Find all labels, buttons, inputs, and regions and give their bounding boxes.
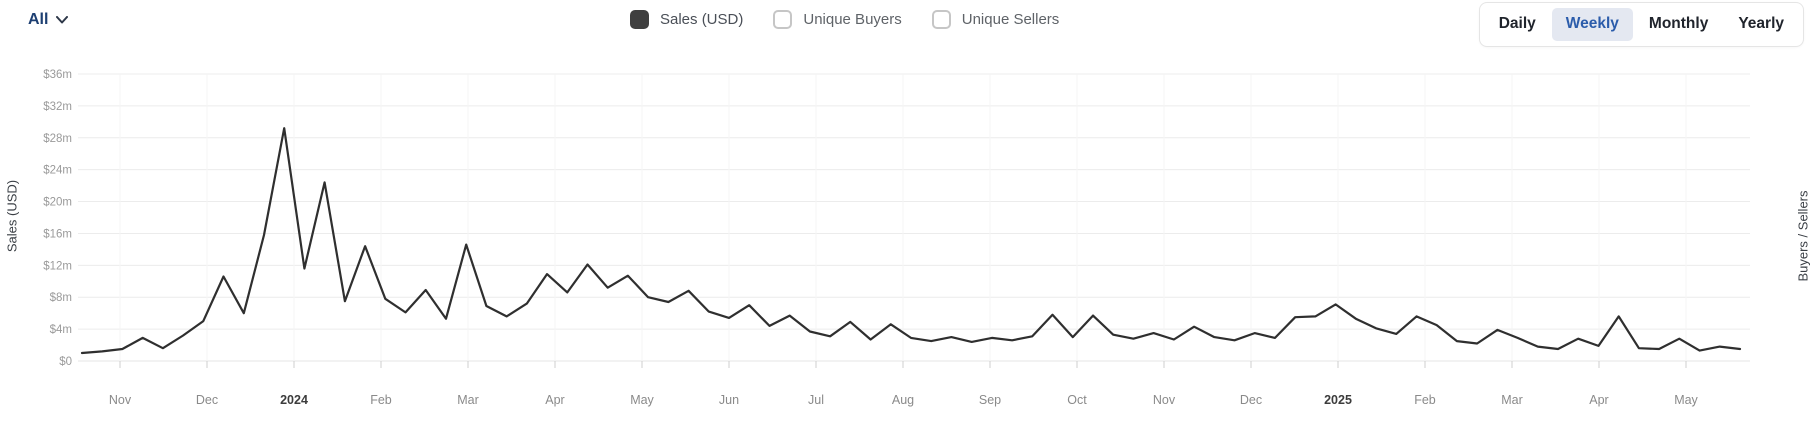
y-axis-tick-label: $32m: [43, 101, 72, 113]
period-button-daily[interactable]: Daily: [1485, 8, 1550, 41]
period-button-monthly[interactable]: Monthly: [1635, 8, 1722, 41]
y-axis-tick-label: $8m: [50, 292, 72, 304]
x-axis-month-label: Nov: [109, 393, 132, 407]
y-axis-tick-label: $24m: [43, 165, 72, 177]
y-axis-tick-label: $16m: [43, 228, 72, 240]
x-axis-month-label: Mar: [1501, 393, 1523, 407]
checkbox-checked-icon[interactable]: [630, 10, 649, 29]
checkbox-unchecked-icon[interactable]: [773, 10, 793, 29]
x-axis-month-label: Oct: [1067, 393, 1087, 407]
range-selector-dropdown[interactable]: All: [28, 11, 69, 29]
period-toggle-group: Daily Weekly Monthly Yearly: [1478, 2, 1804, 47]
chevron-down-icon: [56, 16, 69, 24]
y-axis-title-sales: Sales (USD): [4, 179, 20, 253]
y-axis-tick-label: $28m: [43, 133, 72, 145]
y-axis-tick-label: $20m: [43, 197, 72, 209]
period-button-weekly[interactable]: Weekly: [1551, 8, 1633, 41]
sales-series-line: [80, 127, 1742, 355]
toolbar: All Sales (USD) Unique Buyers Unique Sel…: [0, 0, 1817, 48]
legend-item-sales-usd[interactable]: Sales (USD): [630, 10, 743, 29]
x-axis-month-label: May: [630, 393, 654, 407]
x-axis-month-label: Sep: [979, 393, 1001, 407]
x-axis-year-label: 2024: [280, 393, 308, 407]
x-axis-month-label: Apr: [545, 393, 564, 407]
x-axis-month-label: Dec: [196, 393, 218, 407]
legend-item-unique-buyers[interactable]: Unique Buyers: [773, 10, 902, 29]
legend-label: Sales (USD): [660, 11, 744, 28]
legend-item-unique-sellers[interactable]: Unique Sellers: [931, 10, 1060, 29]
x-axis-month-label: Nov: [1153, 393, 1176, 407]
y-axis-tick-label: $0: [59, 356, 72, 368]
x-axis-month-label: Jun: [719, 393, 739, 407]
y-axis-title-buyers-sellers: Buyers / Sellers: [1795, 190, 1811, 282]
range-selector-label: All: [28, 11, 49, 28]
checkbox-unchecked-icon[interactable]: [931, 10, 951, 29]
legend-label: Unique Sellers: [961, 11, 1060, 28]
y-axis-tick-label: $12m: [43, 260, 72, 272]
y-axis-tick-label: $36m: [43, 69, 72, 81]
x-axis-month-label: Aug: [892, 393, 914, 407]
x-axis-month-label: Mar: [457, 393, 479, 407]
x-axis-month-label: Dec: [1240, 393, 1262, 407]
legend-label: Unique Buyers: [803, 11, 902, 28]
x-axis-month-label: Jul: [808, 393, 824, 407]
x-axis-year-label: 2025: [1324, 393, 1352, 407]
chart-legend: Sales (USD) Unique Buyers Unique Sellers: [630, 10, 1059, 29]
y-axis-tick-label: $4m: [50, 324, 72, 336]
x-axis-month-label: Feb: [1414, 393, 1436, 407]
x-axis-month-label: May: [1674, 393, 1698, 407]
x-axis-month-label: Apr: [1589, 393, 1608, 407]
period-button-yearly[interactable]: Yearly: [1724, 8, 1798, 41]
x-axis-month-label: Feb: [370, 393, 392, 407]
